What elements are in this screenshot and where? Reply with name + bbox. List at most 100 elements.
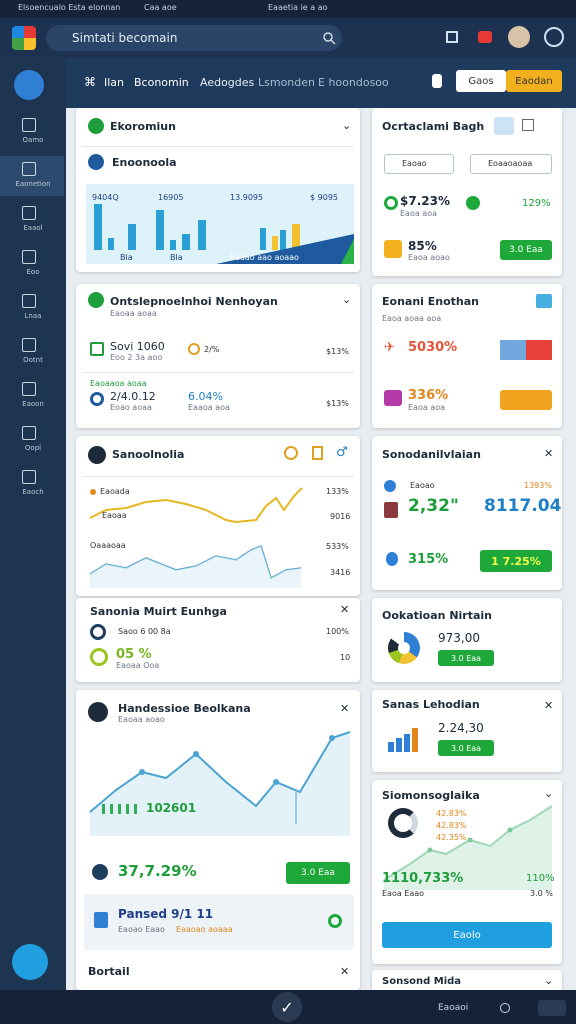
tab[interactable]: Bconomin xyxy=(134,76,189,89)
globe-icon[interactable] xyxy=(544,27,564,47)
card-title: Sanoolnolia xyxy=(112,448,185,461)
close[interactable]: ✕ xyxy=(340,965,350,978)
toolbar-icon[interactable] xyxy=(284,446,298,460)
sidebar-icon[interactable] xyxy=(22,382,36,396)
legend-dot xyxy=(90,489,96,495)
close[interactable]: ✕ xyxy=(544,447,554,460)
select[interactable] xyxy=(470,154,552,174)
notification-icon[interactable] xyxy=(478,31,492,43)
bar-icon xyxy=(388,728,418,752)
tab[interactable]: Ilan xyxy=(104,76,125,89)
promo-title: Pansed 9/1 11 xyxy=(118,907,214,921)
chevron[interactable]: ⌄ xyxy=(544,974,554,987)
search-icon[interactable] xyxy=(322,31,336,45)
sidebar-icon[interactable] xyxy=(22,118,36,132)
sidebar-logo[interactable] xyxy=(14,70,44,100)
button[interactable]: 1 7.25% xyxy=(480,550,552,572)
promo-action[interactable] xyxy=(328,914,342,928)
chart-label: Bla xyxy=(170,253,183,262)
bottom-icon[interactable] xyxy=(500,1003,510,1013)
row-icon xyxy=(384,390,402,406)
button[interactable]: 3.0 Eaa xyxy=(286,862,350,884)
sidebar-icon[interactable] xyxy=(22,162,36,176)
row-icon xyxy=(92,864,108,880)
big-sub: Eaoa Eaao xyxy=(382,889,425,898)
big-value: 2,32" xyxy=(408,496,459,516)
avatar[interactable] xyxy=(508,26,530,48)
tab[interactable]: E hoondosoo xyxy=(318,76,389,89)
sidebar xyxy=(0,58,66,990)
big-value: 1110,733% xyxy=(382,871,464,886)
button[interactable]: 3.0 Eaa xyxy=(438,740,494,756)
card-title: Handessioe Beolkana xyxy=(118,702,251,715)
toolbar-icon[interactable]: ♂ xyxy=(336,445,348,460)
button[interactable]: Eaodan xyxy=(506,70,562,92)
row-icon xyxy=(384,480,396,492)
button[interactable]: Gaos xyxy=(456,70,506,92)
sidebar-icon[interactable] xyxy=(22,426,36,440)
select-text: Eaoao xyxy=(402,159,427,168)
row-value: 315% xyxy=(408,552,449,567)
sidebar-icon[interactable] xyxy=(22,338,36,352)
select-text: Eoaaoaoaa xyxy=(488,159,533,168)
status-mid: Caa aoe xyxy=(144,3,177,12)
chevron[interactable]: ⌄ xyxy=(342,119,352,132)
row-mid-sub: Eaaoa aoa xyxy=(188,403,230,412)
sidebar-label: Lnaa xyxy=(24,312,42,320)
promo-panel xyxy=(84,894,354,950)
button[interactable]: 3.0 Eaa xyxy=(438,650,494,666)
close[interactable]: ✕ xyxy=(340,702,350,715)
swatch xyxy=(526,340,552,360)
tab-icon[interactable]: ⌘ xyxy=(84,75,96,89)
promo-icon xyxy=(94,912,108,928)
row-icon xyxy=(466,196,480,210)
sidebar-label: Eaoon xyxy=(22,400,44,408)
search-box[interactable] xyxy=(46,25,342,51)
row-right: 129% xyxy=(522,198,551,209)
select[interactable] xyxy=(384,154,454,174)
row-sub: Eoao aoaa xyxy=(110,403,152,412)
grid-icon[interactable] xyxy=(446,31,458,43)
button[interactable]: Eaolo xyxy=(382,922,552,948)
toolbar-icon[interactable] xyxy=(494,117,514,135)
card-icon xyxy=(88,292,104,308)
row-right: $13% xyxy=(326,399,349,408)
sidebar-icon[interactable] xyxy=(22,206,36,220)
card-subtitle: Eaoa aoaa aoa xyxy=(382,314,442,323)
toolbar-icon[interactable] xyxy=(522,119,534,131)
chart-label: $ 9095 xyxy=(310,193,338,202)
row-icon xyxy=(90,342,104,356)
sidebar-icon[interactable] xyxy=(22,470,36,484)
toolbar-icon[interactable] xyxy=(312,446,323,460)
series-value: 133% xyxy=(326,487,349,496)
card xyxy=(76,598,360,682)
card-icon xyxy=(88,446,106,464)
fab[interactable] xyxy=(12,944,48,980)
toolbar-icon[interactable] xyxy=(536,294,552,308)
tab[interactable]: Lsmonden xyxy=(258,76,315,89)
close[interactable]: ✕ xyxy=(340,603,350,616)
close[interactable]: ✕ xyxy=(544,699,554,712)
promo-tag: Eaaoao aoaaa xyxy=(176,925,233,934)
tab[interactable]: Aedogdes xyxy=(200,76,255,89)
row-sub: Eaoa aoa xyxy=(400,209,437,218)
chevron[interactable]: ⌄ xyxy=(342,293,352,306)
bottom-icon[interactable] xyxy=(538,1000,566,1016)
sidebar-icon[interactable] xyxy=(22,294,36,308)
card-footer: Bortail xyxy=(88,965,130,978)
legend-label: 42.83% xyxy=(436,809,467,818)
value: 973,00 xyxy=(438,631,480,645)
sidebar-icon[interactable] xyxy=(22,250,36,264)
donut xyxy=(388,808,418,838)
sidebar-label: Oopl xyxy=(24,444,42,452)
app-logo[interactable] xyxy=(12,26,36,50)
legend-label: 42.35% xyxy=(436,833,467,842)
card-title: Siomonsoglaika xyxy=(382,789,480,802)
tab-icon[interactable] xyxy=(432,74,442,88)
card-title: Eonani Enothan xyxy=(382,295,480,308)
button[interactable]: 3.0 Eaa xyxy=(500,240,552,260)
chevron[interactable]: ⌄ xyxy=(544,787,554,800)
series-value: 533% xyxy=(326,542,349,551)
check-button[interactable]: ✓ xyxy=(272,992,302,1022)
divider xyxy=(82,372,354,373)
